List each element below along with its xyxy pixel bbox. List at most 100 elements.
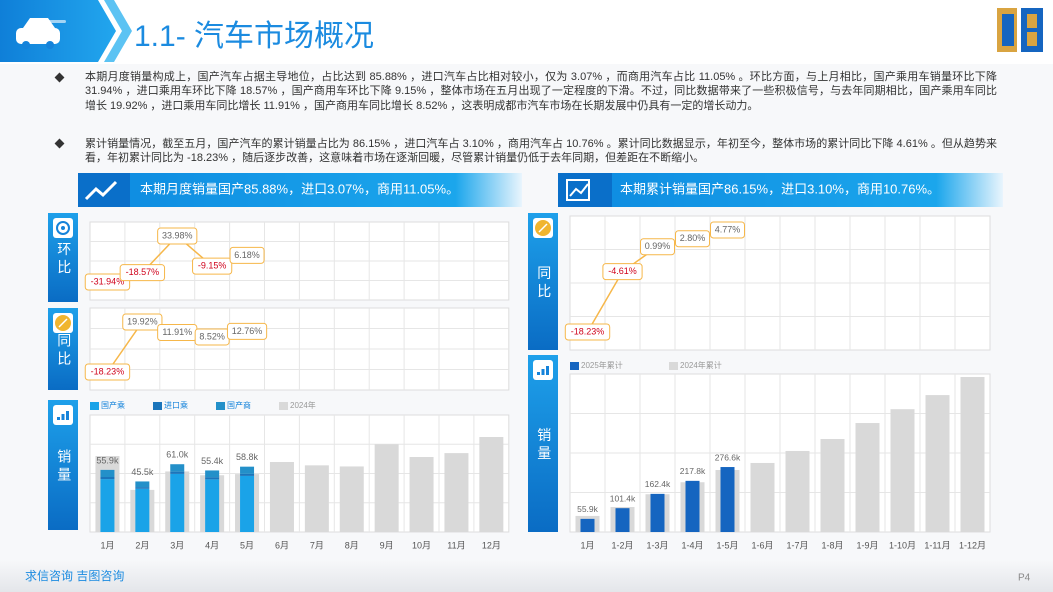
legend-swatch [90,402,99,410]
tab-icon [537,372,540,375]
label-box [640,238,675,256]
side-tab [528,355,558,532]
tab-title: 同比 [536,266,552,302]
x-tick-label: 1-9月 [856,540,878,550]
bar [170,471,185,474]
x-tick-label: 1-8月 [821,540,843,550]
x-tick-label: 4月 [205,540,219,550]
bar [409,457,434,532]
bar [339,466,364,532]
bar [170,464,185,472]
label-box [710,221,745,239]
tab-icon [58,318,68,328]
data-label: 11.91% [162,327,192,337]
legend-swatch [279,402,288,410]
data-label: -31.94% [91,276,125,286]
data-label: 55.9k [96,455,119,465]
x-tick-label: 1月 [580,540,594,550]
bar [240,475,255,532]
tab-title: 销量 [536,428,552,464]
x-tick-label: 1-3月 [646,540,668,550]
x-tick-label: 11月 [447,540,465,550]
legend-swatch [153,402,162,410]
data-label: -18.57% [126,267,160,277]
tab-icon [541,369,545,375]
car-icon [16,18,66,49]
label-box [122,313,163,331]
bar [960,377,985,532]
legend-label: 2024年累计 [680,360,722,370]
data-label: -4.61% [608,266,637,276]
data-label: 0.99% [645,241,671,251]
data-label: 8.52% [199,331,225,341]
label-box [229,246,265,264]
label-box [602,263,643,281]
data-label: 101.4k [610,493,636,503]
bullet-marker [54,72,65,83]
data-label: 61.0k [166,450,189,460]
bullet-marker [54,138,65,149]
panel-bar [78,173,522,207]
header-bg [0,0,1053,64]
bar [374,444,399,532]
bar [580,518,595,532]
legend-label: 2025年累计 [581,360,623,370]
bar [205,470,220,478]
label-box [84,273,131,291]
bar [685,480,700,532]
bar [100,469,115,477]
bar [615,508,630,532]
x-tick-label: 1-6月 [751,540,773,550]
x-tick-label: 1-7月 [786,540,808,550]
legend-label: 进口乘 [164,400,188,410]
bar [135,481,150,488]
bar [855,423,880,532]
data-label: -9.15% [198,260,227,270]
bar [100,477,115,480]
tab-title: 销量 [56,449,72,485]
tab-icon [61,414,65,420]
data-label: 12.76% [232,326,263,336]
bar [240,473,255,476]
x-tick-label: 1-5月 [716,540,738,550]
panel-icon [84,180,118,201]
x-tick-label: 8月 [345,540,359,550]
panel-icon-bg [78,173,130,207]
panel-title: 本期累计销量国产86.15%，进口3.10%，商用10.76%。 [620,181,940,196]
data-label: 2.80% [680,233,706,243]
bar [205,477,220,480]
bar [170,473,185,532]
tab-title: 环比 [56,242,72,278]
legend-label: 国产乘 [101,400,125,410]
x-tick-label: 1-2月 [611,540,633,550]
bar [820,439,845,532]
tab-icon [66,411,69,420]
x-tick-label: 1-10月 [889,540,916,550]
legend-swatch [216,402,225,410]
data-label: -18.23% [91,366,125,376]
bar [890,409,915,532]
x-tick-label: 3月 [170,540,184,550]
bar [240,466,255,474]
label-box [226,322,268,340]
data-label: 19.92% [127,316,158,326]
tab-icon [538,223,548,233]
data-label: 33.98% [162,230,193,240]
tab-title: 同比 [56,333,72,369]
x-tick-label: 9月 [380,540,394,550]
panel-icon [566,179,590,201]
legend-label: 2024年 [290,400,316,410]
x-tick-label: 1-12月 [959,540,986,550]
label-box [675,230,710,248]
label-box [84,363,131,381]
data-label: 4.77% [715,224,741,234]
x-tick-label: 5月 [240,540,254,550]
footer-bg [0,560,1053,592]
data-label: 6.18% [234,250,260,260]
bar [135,488,150,532]
panel-bar [558,173,1003,207]
label-box [157,227,198,245]
bar [304,465,329,532]
